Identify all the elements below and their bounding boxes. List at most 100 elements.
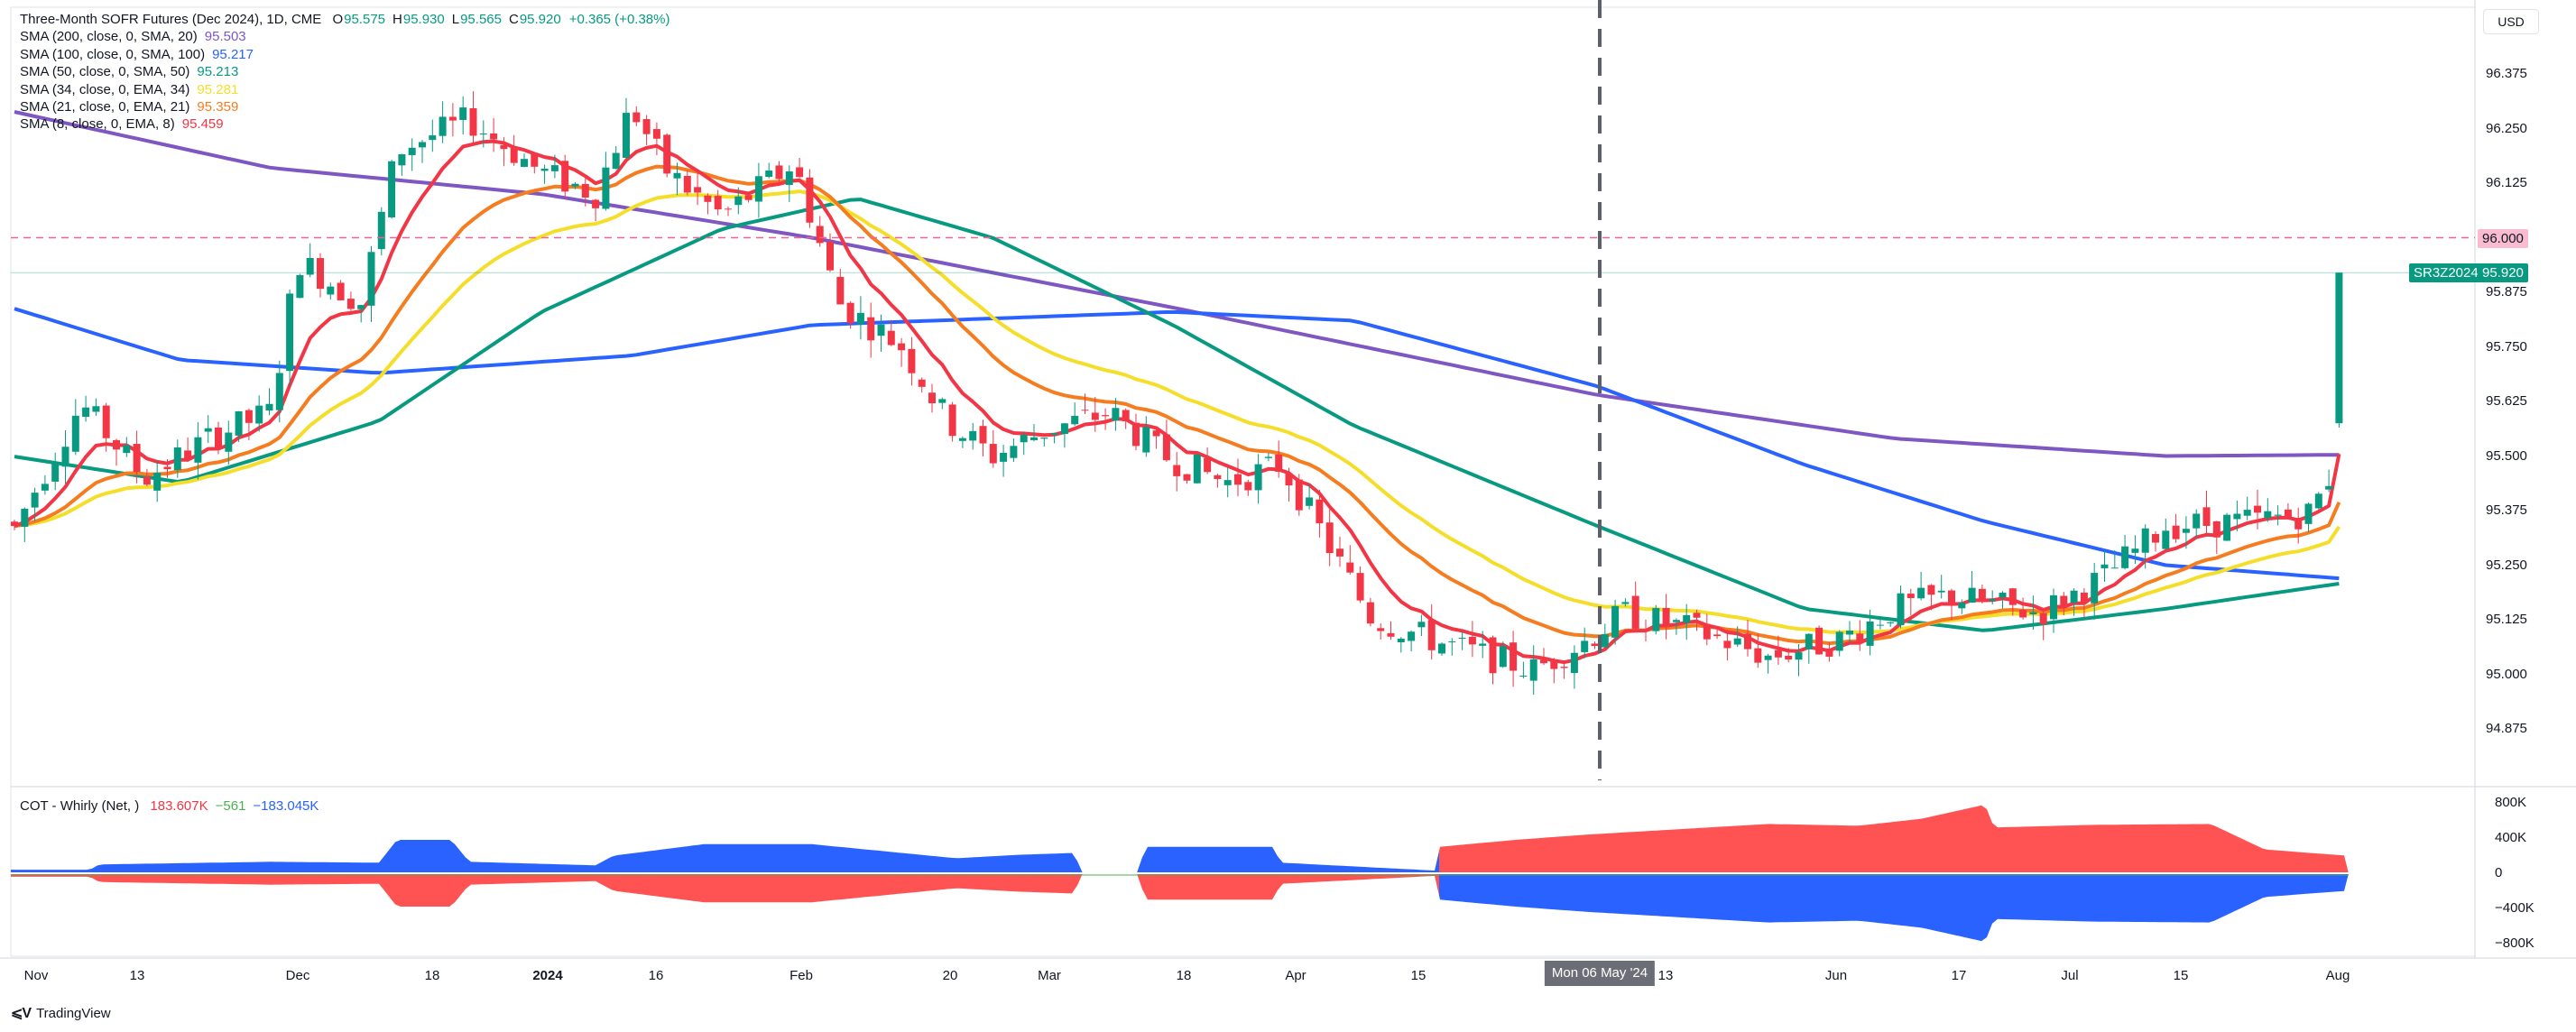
plot-frame — [10, 6, 2476, 957]
candle-body — [1917, 587, 1925, 599]
cot-panel — [11, 805, 2349, 942]
candle-body — [459, 107, 467, 120]
candle-body — [826, 242, 834, 271]
legend-indicator-value: 95.213 — [197, 64, 239, 80]
candle-body — [1050, 433, 1058, 435]
candle-body — [754, 176, 762, 202]
candle-body — [1173, 465, 1181, 476]
cot-tick-label: 800K — [2495, 795, 2527, 810]
candle-body — [806, 177, 814, 223]
candle-body — [357, 305, 365, 309]
candle-body — [1907, 594, 1915, 598]
candle-body — [948, 404, 956, 437]
candle-body — [877, 324, 885, 336]
candle-body — [1336, 548, 1343, 557]
candle-body — [1356, 573, 1364, 601]
cot-short-area — [1439, 873, 2349, 942]
legend-indicator-row[interactable]: SMA (200, close, 0, SMA, 20) 95.503 — [20, 28, 669, 45]
candle-body — [2080, 592, 2088, 604]
candle-body — [510, 146, 518, 163]
time-tick-label: 13 — [129, 968, 145, 983]
candle-body — [1479, 643, 1487, 646]
candle-body — [61, 447, 69, 467]
candle-body — [469, 107, 477, 136]
candle-body — [398, 154, 406, 166]
candle-body — [908, 348, 916, 373]
candle-body — [1733, 638, 1741, 645]
candle-body — [1887, 622, 1895, 623]
candle-body — [1142, 427, 1150, 453]
candle-body — [317, 258, 324, 290]
candle-body — [102, 405, 110, 438]
candle-body — [979, 426, 987, 444]
candle-body — [1427, 620, 1436, 650]
price-tick-label: 95.500 — [2486, 447, 2527, 464]
candle-body — [337, 282, 345, 300]
candle-body — [1764, 655, 1772, 660]
candle-body — [1968, 587, 1976, 604]
cot-tick-label: 400K — [2495, 830, 2527, 845]
legend-indicator-label: SMA (34, close, 0, EMA, 34) — [20, 81, 190, 97]
currency-button[interactable]: USD — [2483, 9, 2539, 34]
candle-body — [1060, 423, 1068, 435]
candle-body — [1540, 659, 1547, 664]
time-tick-label: 18 — [424, 968, 440, 983]
candle-body — [1815, 627, 1824, 655]
candle-body — [2325, 485, 2333, 490]
time-tick-label: 17 — [1951, 968, 1967, 983]
candle-body — [938, 399, 946, 403]
legend-indicator-row[interactable]: SMA (8, close, 0, EMA, 8) 95.459 — [20, 115, 669, 133]
time-tick-label: 15 — [1410, 968, 1426, 983]
price-tick-label: 95.625 — [2486, 393, 2527, 409]
candle-body — [1774, 650, 1782, 658]
grid — [0, 0, 2576, 959]
cot-legend-value: −183.045K — [253, 798, 319, 814]
candle-body — [1652, 608, 1660, 631]
candle-body — [215, 427, 222, 448]
candle-body — [1672, 620, 1680, 622]
candle-body — [2141, 528, 2149, 553]
candle-body — [1417, 622, 1426, 628]
candle-body — [1346, 562, 1354, 573]
legend-ohlc-label: O — [332, 12, 344, 27]
candle-body — [1020, 435, 1028, 443]
chart-legend: Three-Month SOFR Futures (Dec 2024), 1D,… — [20, 11, 669, 134]
legend-indicator-row[interactable]: SMA (34, close, 0, EMA, 34) 95.281 — [20, 81, 669, 98]
price-tick-label: 94.875 — [2486, 721, 2527, 736]
candle-body — [1510, 642, 1518, 671]
candle-body — [1601, 633, 1609, 648]
candle-body — [1999, 593, 2007, 598]
candle-body — [1377, 628, 1385, 631]
legend-indicator-row[interactable]: SMA (21, close, 0, EMA, 21) 95.359 — [20, 98, 669, 115]
candle-body — [163, 466, 171, 470]
legend-ohlc-label: L — [451, 12, 460, 27]
candle-body — [1316, 499, 1324, 524]
legend-indicator-row[interactable]: SMA (50, close, 0, SMA, 50) 95.213 — [20, 63, 669, 80]
candle-body — [1621, 602, 1630, 604]
price-tick-label: 96.250 — [2486, 120, 2527, 136]
candle-body — [194, 437, 202, 463]
legend-indicator-row[interactable]: SMA (100, close, 0, SMA, 100) 95.217 — [20, 46, 669, 63]
candle-body — [2304, 503, 2313, 524]
candle-body — [2101, 564, 2109, 568]
candle-body — [561, 161, 569, 192]
candle-body — [367, 252, 375, 306]
cot-long-area — [1439, 805, 2349, 873]
candle-body — [2212, 521, 2221, 538]
candle-body — [2050, 594, 2057, 620]
candle-body — [346, 299, 355, 309]
candle-body — [704, 195, 712, 202]
candle-body — [153, 473, 162, 491]
cot-legend-label: COT - Whirly (Net, ) — [20, 798, 140, 814]
candle-body — [1876, 624, 1884, 626]
time-tick-label: 20 — [942, 968, 958, 983]
candle-body — [1204, 457, 1212, 473]
time-tick-label: Jun — [1824, 968, 1848, 983]
symbol-badge: SR3Z2024 — [2409, 263, 2483, 283]
time-tick-label: Mar — [1038, 968, 1061, 983]
candle-body — [602, 167, 610, 209]
candle-body — [2019, 609, 2027, 618]
candle-body — [2233, 513, 2241, 520]
tradingview-logo-icon: ⩽V — [11, 1006, 32, 1021]
